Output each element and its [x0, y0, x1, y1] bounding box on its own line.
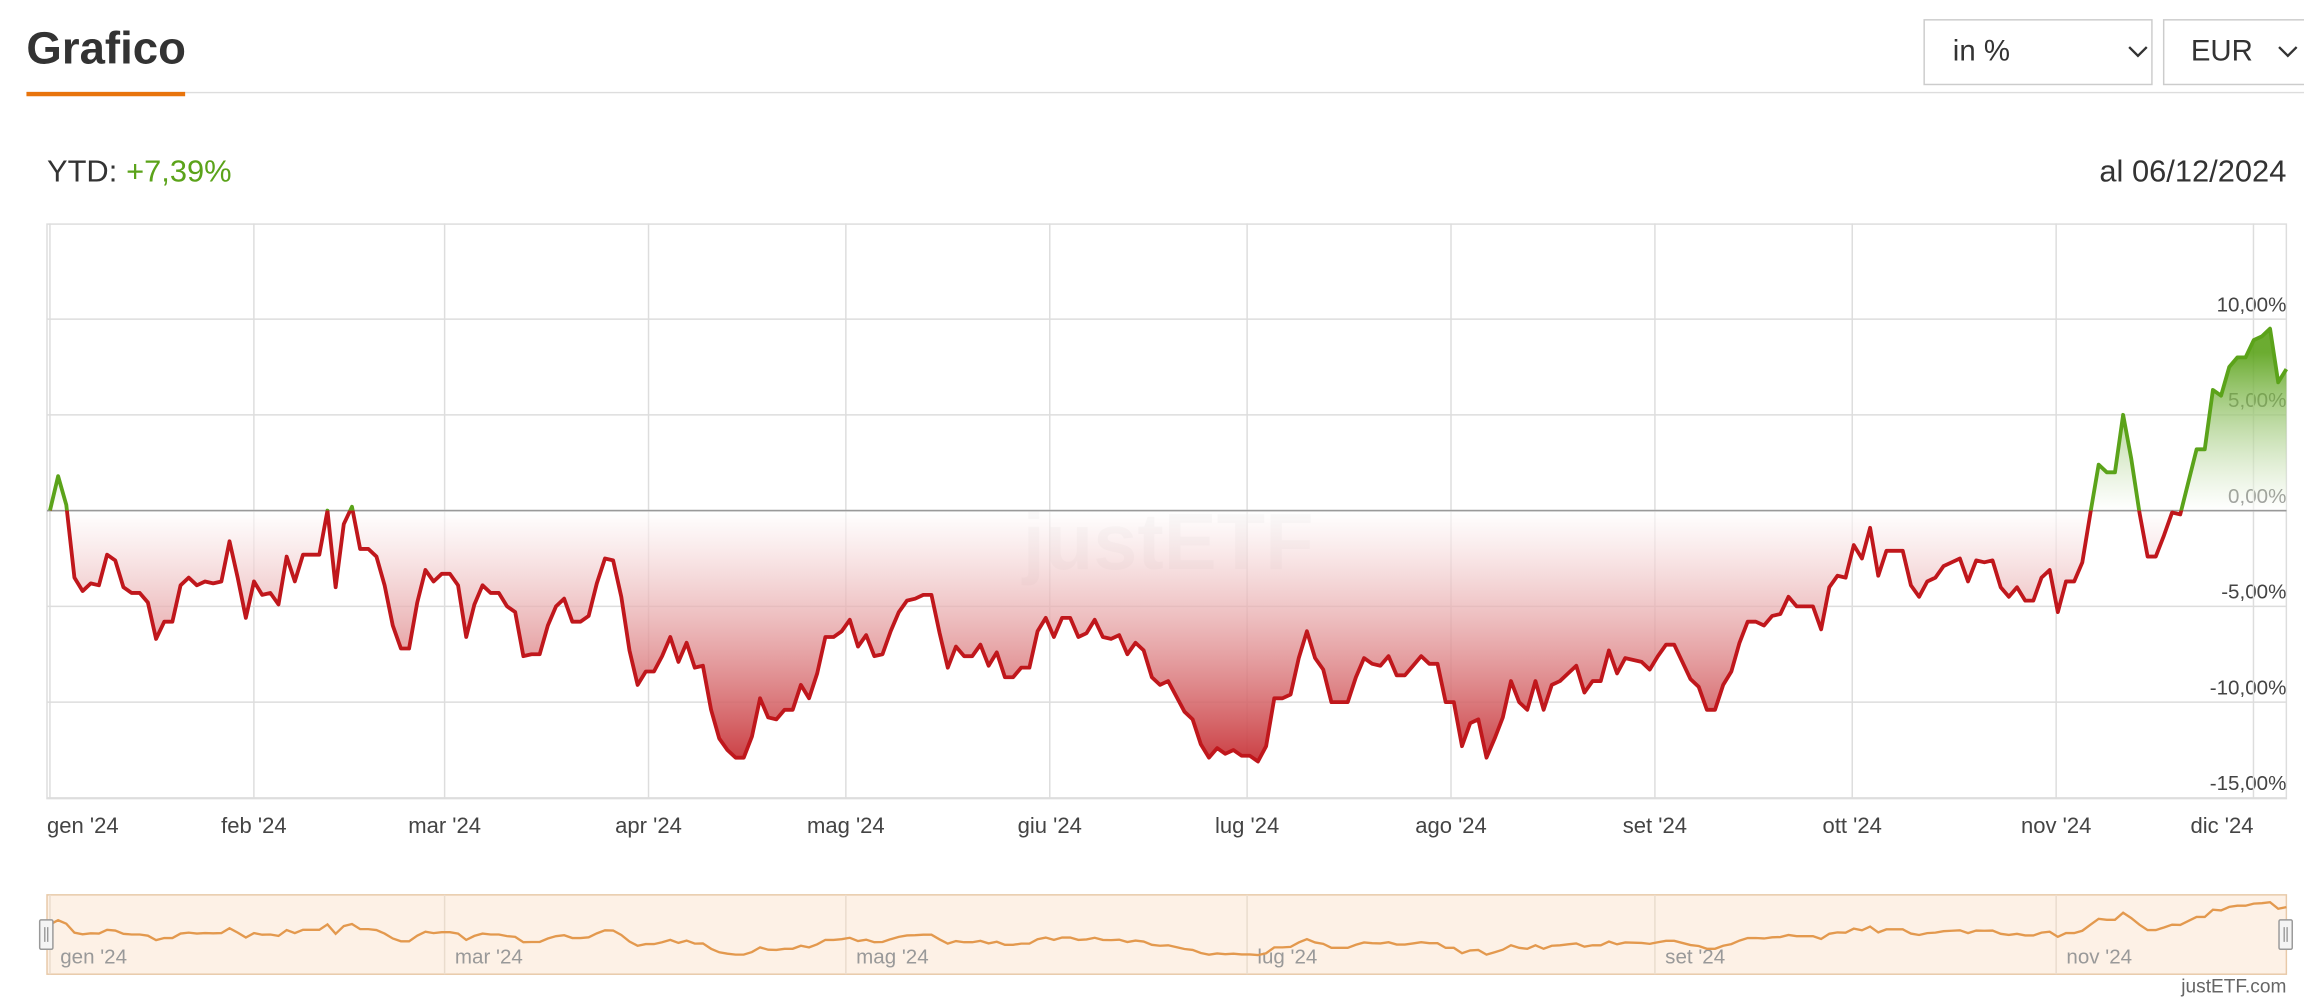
select-currency[interactable]: EUR — [2162, 19, 2304, 86]
ytd-value: +7,39% — [126, 154, 231, 189]
series-line — [48, 326, 2288, 764]
navigator-handle[interactable] — [38, 919, 54, 950]
x-tick-label: lug '24 — [1215, 813, 1279, 838]
ytd-label: YTD: — [47, 154, 117, 189]
y-tick-label: 10,00% — [2217, 293, 2287, 316]
navigator[interactable]: gen '24 mar '24 mag '24 lug '24 set '24 nov '… — [38, 894, 2293, 975]
credit: justETF.com — [2180, 976, 2286, 997]
x-tick-label: apr '24 — [615, 813, 682, 838]
handle-grip — [44, 927, 49, 942]
x-tick-label: ago '24 — [1415, 813, 1487, 838]
plot: 10,00%5,00%0,00%-5,00%-10,00%-15,00%gen … — [47, 223, 2288, 838]
navigator-tick-label: set '24 — [1665, 945, 1725, 968]
navigator-handle[interactable] — [2278, 919, 2293, 950]
y-tick-label: -15,00% — [2210, 772, 2287, 795]
x-tick-label: feb '24 — [221, 813, 286, 838]
select-unit[interactable]: in % — [1923, 19, 2153, 86]
select-value[interactable]: in % — [1953, 35, 2010, 68]
y-tick-label: -10,00% — [2210, 676, 2287, 699]
as-of-date: al 06/12/2024 — [2099, 154, 2286, 189]
x-tick-label: giu '24 — [1018, 813, 1082, 838]
x-tick-label: mag '24 — [807, 813, 885, 838]
navigator-tick-label: mag '24 — [856, 945, 929, 968]
area-fill — [49, 328, 2287, 762]
x-tick-label: mar '24 — [408, 813, 481, 838]
navigator-tick-label: mar '24 — [455, 945, 523, 968]
chevron — [2278, 46, 2298, 58]
x-tick-label: set '24 — [1623, 813, 1687, 838]
x-tick-label: dic '24 — [2190, 813, 2253, 838]
navigator-line — [49, 900, 2287, 957]
ytd-summary: YTD: +7,39% — [47, 154, 232, 189]
navigator-background — [46, 894, 2288, 975]
x-tick-label: gen '24 — [47, 813, 119, 838]
handle-grip — [2283, 927, 2288, 942]
navigator-tick-label: lug '24 — [1257, 945, 1317, 968]
select-box[interactable] — [2162, 19, 2304, 86]
select-box[interactable] — [1923, 19, 2153, 86]
x-tick-label: ott '24 — [1823, 813, 1882, 838]
select-value[interactable]: EUR — [2191, 35, 2253, 68]
x-tick-label: nov '24 — [2021, 813, 2091, 838]
section-title: Grafico — [26, 22, 185, 73]
navigator-tick-label: nov '24 — [2066, 945, 2132, 968]
chevron — [2128, 46, 2148, 58]
navigator-tick-label: gen '24 — [60, 945, 127, 968]
